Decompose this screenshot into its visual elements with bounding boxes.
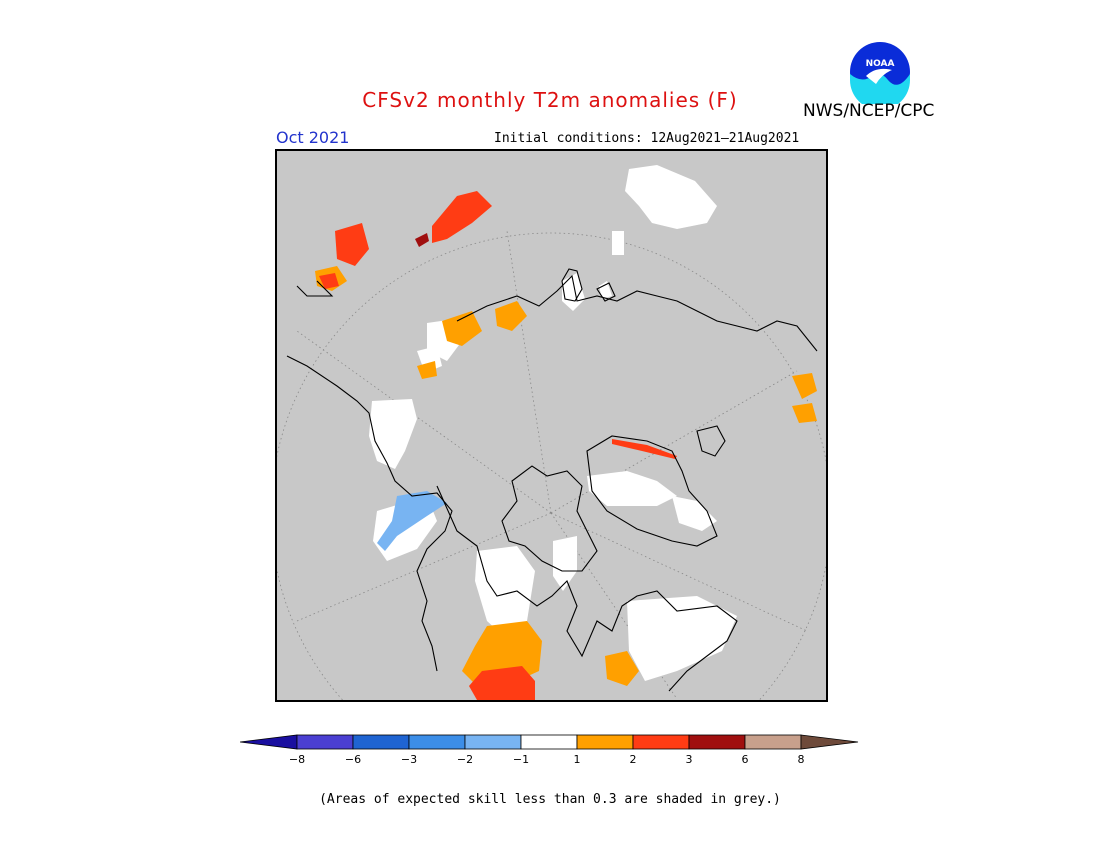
colorbar-tick-label: 8 — [798, 753, 805, 766]
colorbar-tick-label: 1 — [574, 753, 581, 766]
colorbar-tick-label: 2 — [630, 753, 637, 766]
forecast-month: Oct 2021 — [276, 128, 350, 147]
colorbar-tick-label: 3 — [686, 753, 693, 766]
colorbar-bin — [464, 734, 522, 750]
colorbar-tick-label: −8 — [289, 753, 305, 766]
anomaly-warm-3 — [415, 233, 429, 247]
colorbar-bin — [800, 734, 859, 750]
coastlines — [286, 268, 818, 692]
colorbar-bin — [240, 734, 298, 750]
colorbar-tick-label: −6 — [345, 753, 361, 766]
colorbar-tick-label: −1 — [513, 753, 529, 766]
agency-label: NWS/NCEP/CPC — [803, 101, 935, 121]
anomaly-cool — [377, 491, 447, 551]
noaa-logo: NOAA — [848, 40, 912, 104]
map-panel — [275, 149, 828, 702]
anomaly-warm-1 — [315, 266, 817, 686]
initial-conditions: Initial conditions: 12Aug2021–21Aug2021 — [494, 131, 800, 146]
colorbar-bin — [296, 734, 354, 750]
polar-map — [277, 165, 826, 700]
anomaly-warm-2 — [319, 191, 677, 700]
colorbar-tick-label: 6 — [742, 753, 749, 766]
colorbar-bin — [352, 734, 410, 750]
colorbar-bin — [576, 734, 634, 750]
colorbar: −8 −6 −3 −2 −1 1 2 3 6 8 — [240, 734, 859, 766]
colorbar-tick-label: −3 — [401, 753, 417, 766]
skill-footnote: (Areas of expected skill less than 0.3 a… — [319, 792, 781, 807]
map-title: CFSv2 monthly T2m anomalies (F) — [362, 88, 738, 112]
colorbar-bin — [688, 734, 746, 750]
colorbar-tick-label: −2 — [457, 753, 473, 766]
colorbar-bin — [408, 734, 466, 750]
colorbar-bin — [744, 734, 802, 750]
colorbar-bin — [520, 734, 578, 750]
logo-text: NOAA — [866, 59, 895, 69]
graticule — [277, 230, 826, 700]
colorbar-bin — [632, 734, 690, 750]
